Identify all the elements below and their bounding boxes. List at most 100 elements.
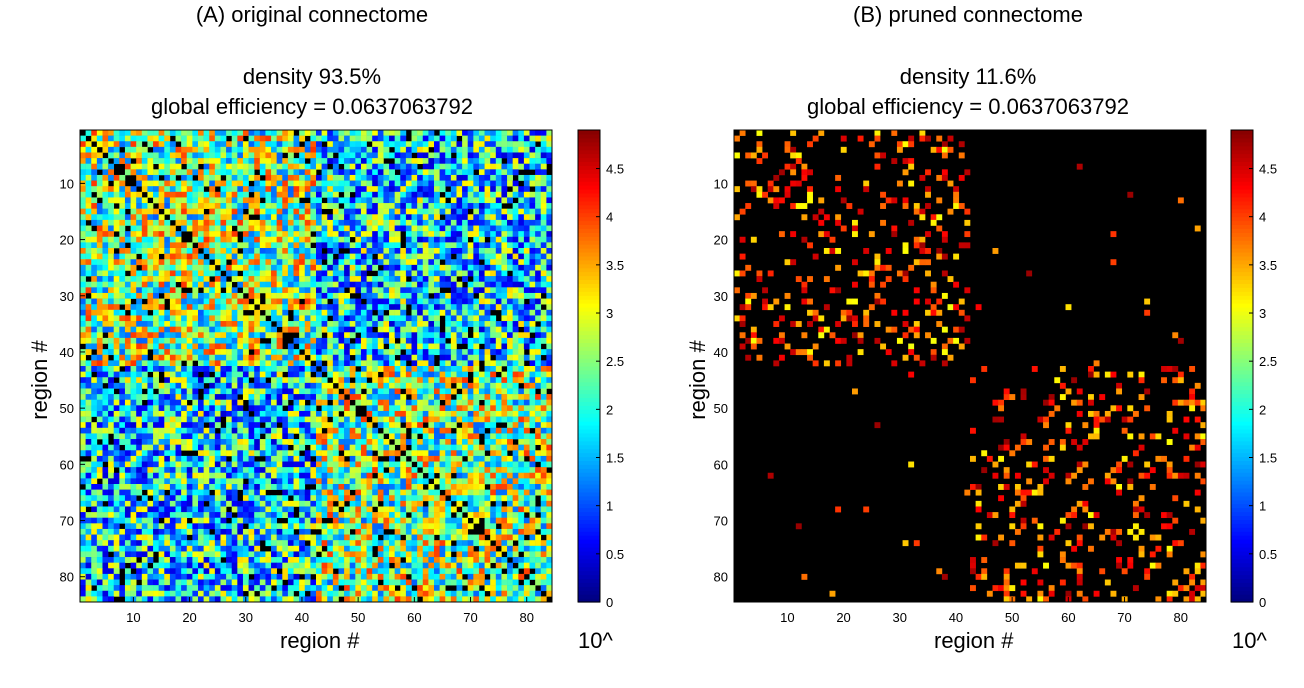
heatmap-cell — [411, 337, 418, 344]
heatmap-cell — [91, 287, 98, 294]
heatmap-cell — [276, 135, 283, 142]
heatmap-cell — [102, 130, 109, 136]
heatmap-cell — [546, 410, 553, 417]
heatmap-cell — [91, 259, 98, 266]
heatmap-cell — [192, 337, 199, 344]
heatmap-cell — [248, 287, 255, 294]
heatmap-cell — [450, 399, 457, 406]
heatmap-cell — [209, 298, 216, 305]
heatmap-cell — [102, 219, 109, 226]
heatmap-cell — [501, 399, 508, 406]
heatmap-cell — [316, 394, 322, 401]
heatmap-cell — [214, 349, 221, 356]
heatmap-cell — [372, 455, 379, 462]
heatmap-cell — [108, 186, 115, 193]
heatmap-cell — [203, 388, 210, 395]
heatmap-cell — [271, 163, 277, 170]
heatmap-cell — [254, 270, 261, 277]
heatmap-cell — [456, 259, 463, 266]
heatmap-cell — [417, 427, 424, 434]
heatmap-cell — [287, 248, 294, 254]
heatmap-cell — [383, 130, 390, 136]
heatmap-cell — [153, 455, 159, 462]
heatmap-cell — [271, 130, 277, 136]
heatmap-cell — [299, 214, 306, 221]
heatmap-cell — [540, 337, 547, 344]
heatmap-cell — [411, 174, 418, 181]
heatmap-cell — [535, 304, 542, 311]
heatmap-cell — [271, 439, 277, 445]
heatmap-cell — [85, 180, 92, 187]
heatmap-cell — [220, 439, 227, 445]
heatmap-cell — [304, 315, 311, 322]
heatmap-cell — [546, 360, 553, 367]
heatmap-cell — [344, 174, 351, 181]
heatmap-cell — [501, 236, 508, 243]
heatmap-cell — [175, 186, 182, 193]
heatmap-cell — [422, 163, 429, 170]
heatmap-cell — [299, 191, 306, 198]
heatmap-cell — [226, 304, 233, 311]
heatmap-cell — [96, 315, 103, 322]
heatmap-cell — [400, 478, 407, 485]
heatmap-cell — [473, 332, 480, 339]
heatmap-cell — [344, 158, 351, 165]
heatmap-cell — [248, 416, 255, 423]
heatmap-cell — [535, 287, 542, 294]
heatmap-cell — [501, 388, 508, 395]
heatmap-cell — [304, 242, 311, 249]
heatmap-cell — [428, 399, 435, 406]
heatmap-cell — [248, 225, 255, 232]
heatmap-cell — [540, 225, 547, 232]
heatmap-cell — [439, 231, 446, 238]
heatmap-cell — [158, 410, 165, 417]
heatmap-cell — [237, 304, 244, 311]
heatmap-cell — [198, 141, 204, 148]
heatmap-cell — [141, 315, 148, 322]
heatmap-cell — [316, 203, 322, 209]
heatmap-cell — [203, 337, 210, 344]
heatmap-cell — [428, 343, 435, 350]
heatmap-cell — [490, 410, 497, 417]
heatmap-cell — [518, 416, 525, 423]
heatmap-cell — [237, 366, 244, 372]
heatmap-cell — [344, 242, 351, 249]
heatmap-cell — [366, 332, 373, 339]
heatmap-cell — [304, 439, 311, 445]
heatmap-cell — [231, 203, 238, 209]
heatmap-cell — [282, 186, 289, 193]
heatmap-cell — [293, 135, 300, 142]
heatmap-cell — [428, 388, 435, 395]
heatmap-cell — [321, 405, 328, 412]
heatmap-cell — [265, 158, 272, 165]
heatmap-cell — [209, 394, 216, 401]
heatmap-cell — [417, 405, 424, 412]
heatmap-cell — [181, 343, 188, 350]
heatmap-cell — [428, 326, 435, 333]
heatmap-cell — [254, 354, 261, 361]
heatmap-cell — [389, 264, 395, 271]
heatmap-cell — [450, 276, 457, 283]
heatmap-cell — [332, 158, 339, 165]
heatmap-cell — [203, 219, 210, 226]
heatmap-cell — [276, 264, 283, 271]
heatmap-cell — [349, 225, 356, 232]
heatmap-cell — [209, 422, 216, 429]
heatmap-cell — [164, 287, 171, 294]
heatmap-cell — [535, 309, 542, 316]
heatmap-cell — [400, 225, 407, 232]
heatmap-cell — [226, 371, 233, 378]
heatmap-cell — [366, 152, 373, 159]
heatmap-cell — [169, 377, 176, 384]
heatmap-cell — [484, 248, 491, 254]
heatmap-cell — [327, 433, 334, 440]
heatmap-cell — [360, 309, 367, 316]
heatmap-cell — [130, 130, 137, 136]
heatmap-cell — [271, 366, 277, 372]
heatmap-cell — [366, 405, 373, 412]
heatmap-cell — [422, 332, 429, 339]
heatmap-cell — [450, 321, 457, 327]
heatmap-cell — [377, 467, 384, 474]
heatmap-cell — [405, 332, 412, 339]
heatmap-cell — [158, 343, 165, 350]
